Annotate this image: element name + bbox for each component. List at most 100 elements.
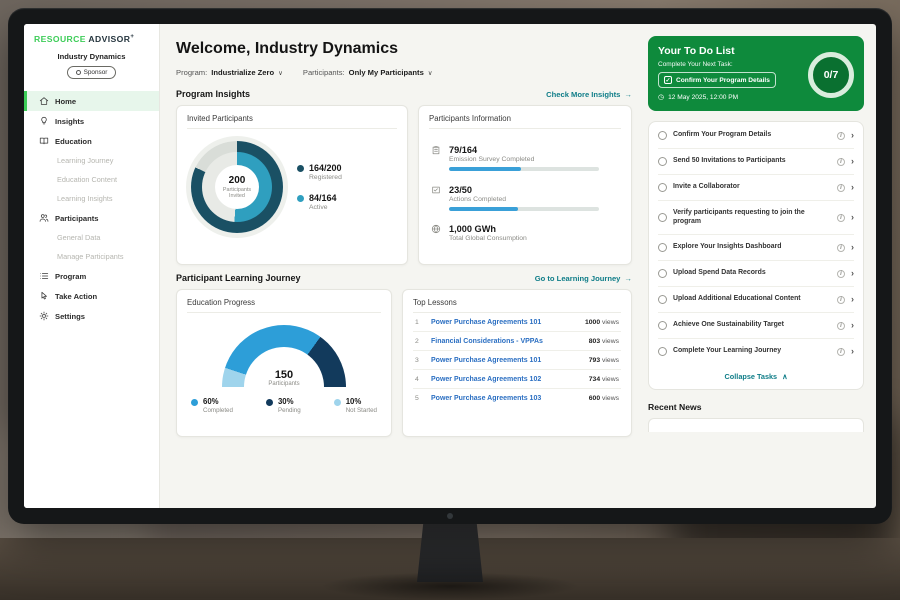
task-checkbox[interactable]	[658, 347, 667, 357]
todo-task-row[interactable]: Achieve One Sustainability Target i ›	[658, 313, 854, 340]
sidebar-item-manage-participants[interactable]: Manage Participants	[24, 247, 159, 266]
info-icon[interactable]: i	[837, 269, 845, 278]
sidebar-item-participants[interactable]: Participants	[24, 208, 159, 228]
check-more-insights-link[interactable]: Check More Insights →	[546, 89, 632, 99]
sidebar-item-learning-journey[interactable]: Learning Journey	[24, 151, 159, 170]
org-name: Industry Dynamics	[57, 52, 126, 61]
settings-icon	[39, 311, 49, 321]
collapse-tasks-link[interactable]: Collapse Tasks ∧	[724, 372, 788, 382]
education-icon	[39, 136, 49, 146]
lesson-row: 5 Power Purchase Agreements 103 600 view…	[415, 394, 619, 402]
logo-resource: RESOURCE	[34, 34, 86, 44]
chevron-right-icon[interactable]: ›	[851, 320, 854, 331]
chevron-right-icon[interactable]: ›	[851, 346, 854, 357]
task-checkbox[interactable]	[658, 213, 667, 223]
education-progress-card: Education Progress 150 Participants	[176, 289, 392, 437]
sidebar-item-label: Home	[55, 96, 77, 106]
lesson-link[interactable]: Power Purchase Agreements 102	[431, 375, 542, 383]
task-checkbox[interactable]	[658, 243, 667, 253]
chevron-right-icon[interactable]: ›	[851, 294, 854, 305]
chevron-right-icon[interactable]: ›	[851, 212, 854, 223]
recent-news-heading: Recent News	[648, 402, 702, 413]
task-checkbox[interactable]	[658, 269, 667, 279]
sidebar-item-program[interactable]: Program	[24, 266, 159, 286]
learning-journey-cards: Education Progress 150 Participants	[176, 289, 632, 437]
program-icon	[39, 271, 49, 281]
sidebar-item-education[interactable]: Education	[24, 131, 159, 151]
home-icon	[39, 96, 49, 106]
chevron-up-icon: ∧	[782, 372, 788, 382]
sidebar-item-insights[interactable]: Insights	[24, 111, 159, 131]
card-title: Participants Information	[429, 114, 621, 129]
chevron-right-icon[interactable]: ›	[851, 130, 854, 140]
power-led	[447, 513, 453, 519]
registered-dot	[297, 165, 304, 172]
sidebar-item-take-action[interactable]: Take Action	[24, 286, 159, 306]
todo-task-row[interactable]: Invite a Collaborator i ›	[658, 175, 854, 201]
todo-task-row[interactable]: Explore Your Insights Dashboard i ›	[658, 235, 854, 262]
lesson-views: 600 views	[588, 394, 619, 402]
program-filter-dropdown[interactable]: Program: Industrialize Zero ∨	[176, 68, 283, 77]
sponsor-icon	[75, 70, 81, 75]
sidebar-item-label: Settings	[55, 311, 85, 321]
main-content: Welcome, Industry Dynamics Program: Indu…	[160, 24, 644, 508]
info-icon[interactable]: i	[837, 295, 845, 304]
todo-task-row[interactable]: Upload Spend Data Records i ›	[658, 261, 854, 288]
chevron-right-icon[interactable]: ›	[851, 242, 854, 253]
sidebar: RESOURCE ADVISOR+ Industry Dynamics Spon…	[24, 24, 160, 508]
todo-task-list: Confirm Your Program Details i › Send 50…	[648, 121, 864, 391]
lesson-views: 734 views	[588, 375, 619, 383]
task-checkbox[interactable]	[658, 157, 667, 166]
info-icon[interactable]: i	[837, 347, 845, 356]
task-checkbox[interactable]	[658, 321, 667, 331]
todo-task-row[interactable]: Upload Additional Educational Content i …	[658, 287, 854, 314]
task-checkbox[interactable]	[658, 295, 667, 305]
go-to-learning-journey-link[interactable]: Go to Learning Journey →	[534, 273, 632, 283]
legend-active: 84/164 Active	[297, 193, 342, 211]
todo-title: Your To Do List	[658, 45, 735, 57]
sidebar-item-label: Manage Participants	[57, 252, 124, 261]
survey-icon	[431, 145, 441, 155]
sidebar-item-education-content[interactable]: Education Content	[24, 170, 159, 189]
sidebar-item-label: Education	[55, 136, 92, 146]
chevron-right-icon[interactable]: ›	[851, 156, 854, 166]
todo-panel: Your To Do List Complete Your Next Task:…	[644, 24, 876, 508]
info-icon[interactable]: i	[837, 213, 845, 222]
info-icon[interactable]: i	[837, 321, 845, 330]
lesson-row: 1 Power Purchase Agreements 101 1000 vie…	[413, 313, 621, 332]
card-title: Invited Participants	[187, 114, 397, 129]
info-icon[interactable]: i	[837, 243, 845, 252]
info-icon[interactable]: i	[837, 131, 845, 140]
consumption-icon	[431, 224, 441, 234]
task-checkbox[interactable]	[658, 183, 667, 192]
lesson-link[interactable]: Power Purchase Agreements 103	[431, 394, 542, 402]
info-icon[interactable]: i	[837, 183, 845, 192]
todo-task-row[interactable]: Confirm Your Program Details i ›	[658, 123, 854, 149]
sponsor-badge: Sponsor	[66, 66, 117, 79]
lesson-link[interactable]: Financial Considerations - VPPAs	[431, 337, 543, 345]
sidebar-nav: Home Insights Education Learning Journey…	[24, 91, 159, 326]
todo-task-row[interactable]: Send 50 Invitations to Participants i ›	[658, 149, 854, 175]
clock-icon: ◷	[658, 94, 665, 101]
sidebar-item-home[interactable]: Home	[24, 91, 159, 111]
program-filter-label: Program:	[176, 68, 208, 77]
chevron-right-icon[interactable]: ›	[851, 268, 854, 279]
sidebar-item-label: Education Content	[57, 175, 118, 184]
chevron-right-icon[interactable]: ›	[851, 182, 854, 192]
info-icon[interactable]: i	[837, 157, 845, 166]
todo-hero-card: Your To Do List Complete Your Next Task:…	[648, 36, 864, 111]
participants-filter-value: Only My Participants	[348, 68, 424, 77]
lesson-link[interactable]: Power Purchase Agreements 101	[431, 318, 542, 326]
todo-task-row[interactable]: Complete Your Learning Journey i ›	[658, 339, 854, 364]
sidebar-item-settings[interactable]: Settings	[24, 306, 159, 326]
todo-task-row[interactable]: Verify participants requesting to join t…	[658, 201, 854, 236]
lesson-link[interactable]: Power Purchase Agreements 101	[431, 356, 542, 364]
participants-filter-dropdown[interactable]: Participants: Only My Participants ∨	[303, 68, 433, 77]
lesson-views: 793 views	[588, 356, 619, 364]
logo-advisor: ADVISOR+	[88, 34, 135, 44]
task-checkbox[interactable]	[658, 131, 667, 140]
sidebar-item-learning-insights[interactable]: Learning Insights	[24, 189, 159, 208]
next-task-chip[interactable]: ✓ Confirm Your Program Details	[658, 72, 776, 88]
learning-journey-header: Participant Learning Journey Go to Learn…	[176, 273, 632, 283]
sidebar-item-general-data[interactable]: General Data	[24, 228, 159, 247]
